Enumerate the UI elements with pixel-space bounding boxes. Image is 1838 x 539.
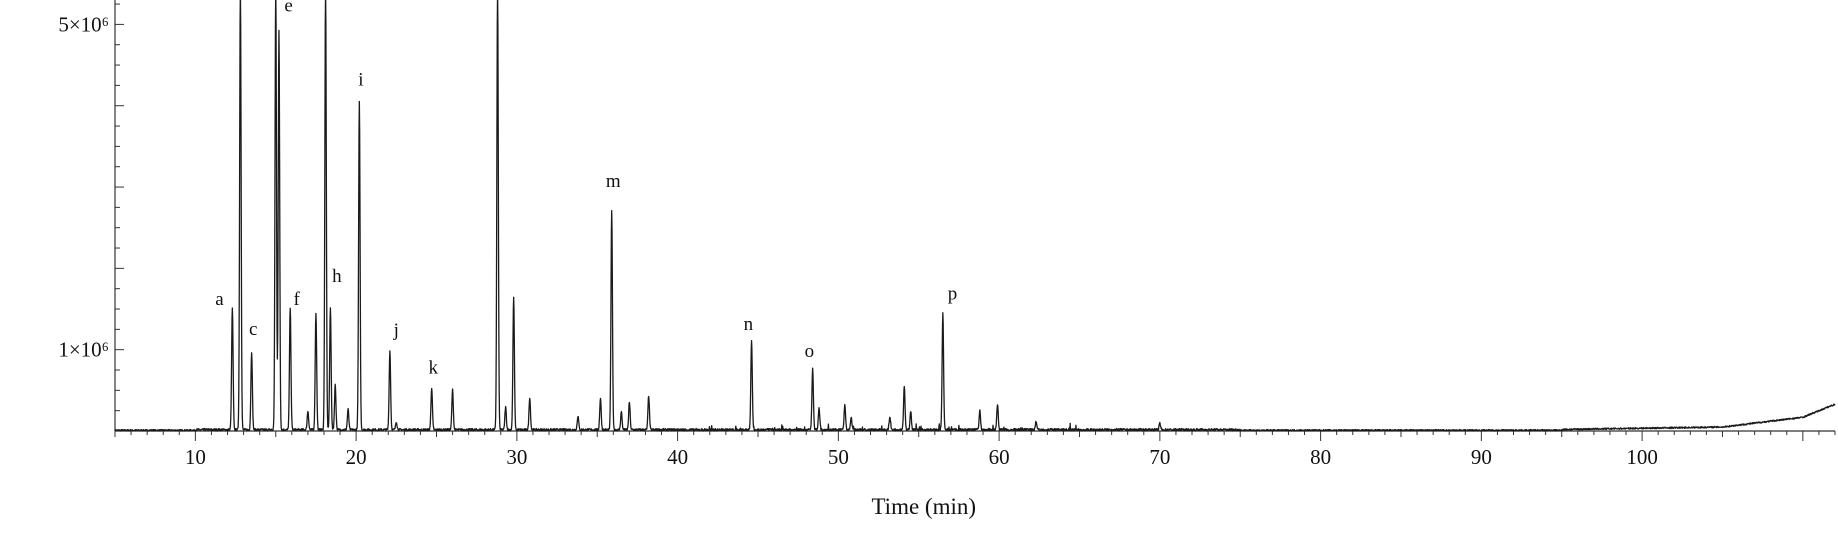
x-tick-label: 20 (346, 445, 367, 469)
y-tick-label: 5×10⁶ (58, 12, 109, 36)
peak-label-p: p (948, 283, 958, 304)
axes (114, 0, 1835, 432)
peak-label-j: j (393, 320, 399, 341)
x-tick-label: 50 (828, 445, 849, 469)
chromatogram-trace (114, 0, 1836, 432)
peak-label-n: n (744, 314, 754, 335)
peak-label-o: o (805, 341, 815, 362)
peak-label-a: a (215, 289, 224, 310)
x-tick-label: 10 (185, 445, 206, 469)
peak-label-f: f (293, 289, 300, 310)
peak-label-c: c (249, 319, 257, 340)
peak-label-e: e (284, 0, 292, 16)
x-tick-label: 60 (989, 445, 1010, 469)
x-axis-title: Time (min) (871, 494, 976, 519)
x-tick-label: 100 (1626, 445, 1658, 469)
peak-label-k: k (429, 357, 439, 378)
x-tick-label: 80 (1310, 445, 1331, 469)
x-tick-label: 30 (506, 445, 527, 469)
x-tick-label: 70 (1149, 445, 1170, 469)
y-tick-label: 1×10⁶ (58, 338, 109, 362)
peak-label-m: m (606, 171, 621, 192)
peak-label-i: i (358, 69, 363, 90)
peak-annotations: a c e f h i j k m n o p (215, 0, 957, 378)
x-tick-label: 40 (667, 445, 688, 469)
x-tick-label: 90 (1471, 445, 1492, 469)
y-ticks: 5×10⁶ 1×10⁶ (58, 3, 124, 432)
peak-label-h: h (332, 266, 342, 287)
x-ticks: 10 20 30 40 50 60 70 80 90 100 (114, 431, 1836, 469)
